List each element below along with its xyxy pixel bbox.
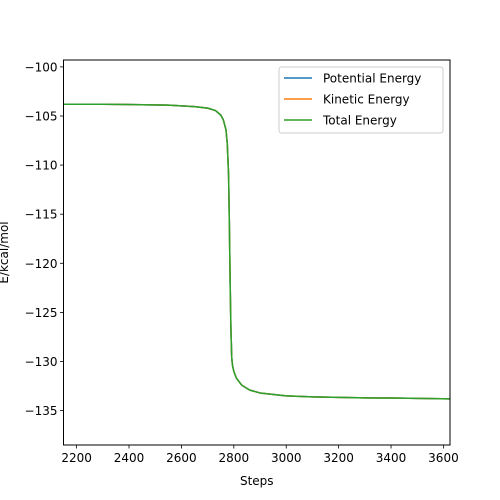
y-tick-label: −130 xyxy=(25,355,58,369)
x-tick-label: 2800 xyxy=(219,451,250,465)
y-axis-label: E/kcal/mol xyxy=(0,221,11,283)
y-tick-label: −120 xyxy=(25,257,58,271)
axes-frame xyxy=(63,59,451,446)
x-tick-label: 2600 xyxy=(166,451,197,465)
x-tick-label: 3400 xyxy=(376,451,407,465)
series-line-total-energy xyxy=(63,103,451,400)
legend: Potential Energy Kinetic Energy Total Ener… xyxy=(278,66,444,134)
x-tick-label: 2200 xyxy=(61,451,92,465)
x-tick-label: 3000 xyxy=(271,451,302,465)
x-axis-label: Steps xyxy=(240,474,274,488)
y-tick-label: −135 xyxy=(25,404,58,418)
legend-label: Total Energy xyxy=(322,114,397,128)
legend-label: Potential Energy xyxy=(323,72,421,86)
y-tick-label: −115 xyxy=(25,208,58,222)
x-tick-label: 3600 xyxy=(428,451,459,465)
y-axis: −100 −105 −110 −115 −120 −125 −130 −135 xyxy=(25,60,64,418)
x-tick-label: 3200 xyxy=(323,451,354,465)
y-tick-label: −125 xyxy=(25,306,58,320)
legend-frame xyxy=(278,66,444,134)
y-tick-label: −105 xyxy=(25,109,58,123)
x-axis: 2200 2400 2600 2800 3000 3200 3400 3600 xyxy=(61,445,459,465)
y-tick-label: −100 xyxy=(25,60,58,74)
series-layer xyxy=(63,103,451,400)
legend-label: Kinetic Energy xyxy=(323,93,410,107)
y-tick-label: −110 xyxy=(25,159,58,173)
x-tick-label: 2400 xyxy=(114,451,145,465)
